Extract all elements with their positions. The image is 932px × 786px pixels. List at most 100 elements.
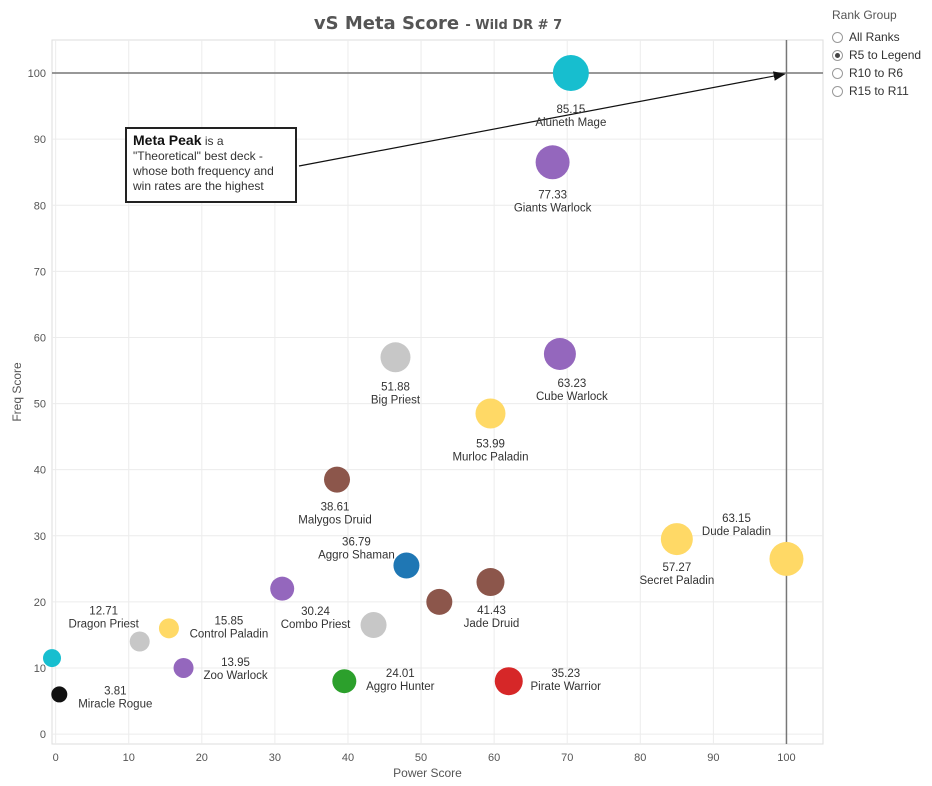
y-axis-label: Freq Score (10, 362, 24, 422)
data-point (360, 612, 387, 639)
point-name-label: Dragon Priest (69, 619, 140, 631)
radio-icon[interactable] (832, 67, 843, 79)
data-point (129, 631, 150, 652)
legend-option-label: All Ranks (849, 30, 900, 44)
chart-subtitle-text: Wild DR # 7 (475, 18, 563, 33)
y-tick-label: 100 (28, 68, 46, 80)
y-tick-label: 30 (34, 531, 46, 543)
data-point (494, 667, 523, 696)
y-tick-label: 80 (34, 200, 46, 212)
chart-subtitle: - Wild DR # 7 (465, 18, 563, 33)
point-score-label: 53.99 (476, 438, 505, 450)
point-score-label: 30.24 (301, 606, 330, 618)
point-score-label: 77.33 (538, 189, 567, 201)
x-axis-label: Power Score (393, 766, 462, 780)
y-tick-label: 40 (34, 465, 46, 477)
point-name-label: Aggro Shaman (318, 550, 395, 562)
chart-title-main: vS Meta Score (313, 13, 460, 34)
point-name-label: Control Paladin (190, 628, 269, 640)
data-point (475, 398, 506, 429)
point-score-label: 63.15 (722, 513, 751, 525)
data-point (332, 669, 357, 694)
data-point (769, 541, 804, 576)
point-name-label: Giants Warlock (514, 202, 592, 214)
point-score-label: 36.79 (342, 537, 371, 549)
point-name-label: Jade Druid (464, 618, 520, 630)
x-tick-label: 50 (415, 752, 427, 764)
x-tick-label: 90 (707, 752, 719, 764)
point-score-label: 85.15 (556, 104, 585, 116)
legend-option-all-ranks[interactable]: All Ranks (832, 28, 921, 46)
legend-title: Rank Group (832, 8, 897, 22)
x-tick-label: 70 (561, 752, 573, 764)
data-point (324, 466, 351, 493)
annotation-bold: Meta Peak (133, 132, 202, 148)
point-name-label: Combo Priest (281, 619, 351, 631)
x-tick-label: 40 (342, 752, 354, 764)
y-tick-label: 0 (40, 729, 46, 741)
x-tick-label: 100 (777, 752, 795, 764)
point-score-label: 15.85 (215, 615, 244, 627)
data-point (552, 55, 589, 92)
x-tick-label: 0 (53, 752, 59, 764)
data-point (660, 523, 693, 556)
legend-option-label: R5 to Legend (849, 48, 922, 62)
annotation-text: is a "Theoretical" best deck - whose bot… (133, 134, 274, 193)
data-point (476, 568, 505, 597)
legend-option-label: R10 to R6 (849, 66, 904, 80)
data-point (173, 657, 194, 678)
point-score-label: 3.81 (104, 685, 126, 697)
point-name-label: Dude Paladin (702, 526, 771, 538)
x-tick-label: 20 (196, 752, 208, 764)
radio-icon[interactable] (832, 85, 843, 97)
point-score-label: 38.61 (321, 502, 350, 514)
radio-icon[interactable] (832, 49, 843, 61)
data-point (270, 576, 295, 601)
point-name-label: Zoo Warlock (203, 670, 267, 682)
point-name-label: Malygos Druid (298, 515, 372, 527)
point-name-label: Aluneth Mage (535, 117, 606, 129)
x-tick-label: 80 (634, 752, 646, 764)
legend-option-label: R15 to R11 (849, 84, 909, 98)
meta-peak-annotation: Meta Peak is a "Theoretical" best deck -… (125, 127, 297, 203)
point-score-label: 12.71 (89, 606, 118, 618)
y-tick-label: 10 (34, 663, 46, 675)
point-score-label: 24.01 (386, 668, 415, 680)
point-score-label: 57.27 (662, 562, 691, 574)
data-point (43, 649, 61, 668)
point-name-label: Cube Warlock (536, 391, 608, 403)
point-name-label: Pirate Warrior (531, 681, 602, 693)
data-point (51, 686, 68, 703)
point-score-label: 51.88 (381, 381, 410, 393)
data-point (380, 342, 411, 373)
legend-option-r10-to-r6[interactable]: R10 to R6 (832, 64, 921, 82)
x-tick-label: 60 (488, 752, 500, 764)
rank-group-legend: Rank Group All Ranks R5 to Legend R10 to R… (832, 8, 921, 100)
point-name-label: Aggro Hunter (366, 681, 435, 693)
point-score-label: 13.95 (221, 657, 250, 669)
x-tick-label: 10 (123, 752, 135, 764)
plot-frame (51, 39, 824, 745)
legend-options: All Ranks R5 to Legend R10 to R6 R15 to R11 (832, 28, 921, 100)
data-point (543, 337, 576, 370)
data-point (426, 588, 453, 615)
radio-icon[interactable] (832, 31, 843, 43)
data-point (535, 145, 570, 180)
legend-option-r15-to-r11[interactable]: R15 to R11 (832, 82, 921, 100)
y-tick-label: 90 (34, 134, 46, 146)
chart-title: vS Meta Score - Wild DR # 7 (0, 13, 876, 34)
point-name-label: Miracle Rogue (78, 698, 152, 710)
legend-option-r5-to-legend[interactable]: R5 to Legend (832, 46, 921, 64)
y-tick-label: 50 (34, 399, 46, 411)
y-tick-label: 60 (34, 332, 46, 344)
data-point (158, 618, 179, 639)
point-name-label: Murloc Paladin (452, 451, 528, 463)
point-score-label: 35.23 (551, 668, 580, 680)
point-score-label: 41.43 (477, 605, 506, 617)
y-tick-label: 70 (34, 266, 46, 278)
point-score-label: 63.23 (558, 378, 587, 390)
meta-peak-arrow (298, 71, 786, 167)
data-point (393, 552, 420, 579)
point-name-label: Secret Paladin (639, 575, 714, 587)
